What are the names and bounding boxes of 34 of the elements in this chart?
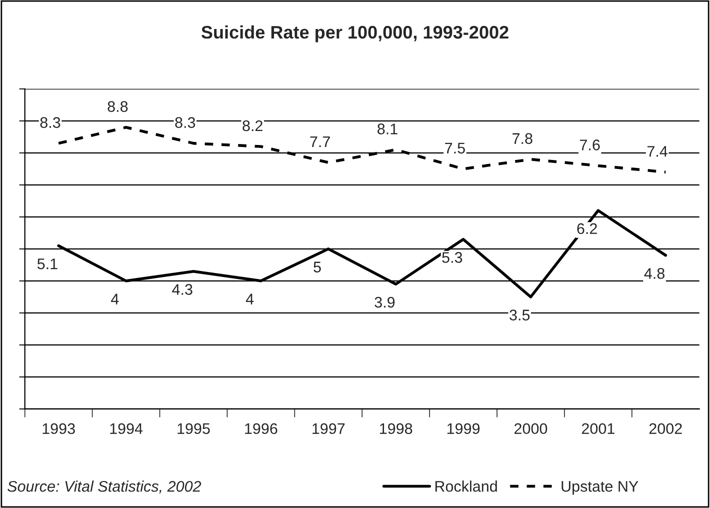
- data-label: 8.1: [378, 124, 398, 134]
- x-tick-label: 1995: [178, 423, 210, 434]
- data-label: 6.2: [577, 223, 597, 234]
- x-tick-label: 1996: [245, 423, 278, 434]
- legend-label: Rockland: [435, 480, 497, 492]
- data-label: 7.6: [580, 140, 600, 150]
- data-label: 8.2: [242, 120, 262, 132]
- data-label: 4.3: [172, 284, 192, 295]
- data-label: 7.4: [647, 146, 668, 157]
- x-tick-label: 1994: [110, 423, 143, 434]
- x-tick-label: 1993: [42, 423, 75, 434]
- data-label: 7.5: [445, 142, 465, 154]
- x-tick-label: 1997: [312, 423, 345, 434]
- x-tick-label: 1998: [380, 423, 412, 434]
- data-label: 8.3: [40, 117, 60, 128]
- x-tick-label: 2000: [514, 423, 548, 434]
- x-tick-label: 2001: [582, 423, 614, 434]
- data-label: 8.8: [108, 101, 128, 112]
- data-label: 4: [246, 294, 254, 304]
- data-label: 4.8: [644, 268, 664, 279]
- source-note: Source: Vital Statistics, 2002: [8, 480, 202, 494]
- x-tick-label: 2002: [649, 423, 682, 434]
- data-label: 3.5: [510, 310, 530, 320]
- data-label: 5.3: [442, 252, 462, 263]
- data-label: 5: [314, 262, 321, 272]
- data-label: 5.1: [37, 258, 58, 270]
- chart-title: Suicide Rate per 100,000, 1993-2002: [201, 25, 508, 42]
- data-label: 8.3: [175, 117, 196, 128]
- data-label: 4: [111, 294, 119, 304]
- x-tick-label: 1999: [447, 423, 480, 434]
- data-label: 3.9: [374, 296, 395, 308]
- data-label: 7.8: [512, 133, 532, 144]
- data-label: 7.7: [310, 136, 330, 148]
- legend-label: Upstate NY: [562, 481, 638, 495]
